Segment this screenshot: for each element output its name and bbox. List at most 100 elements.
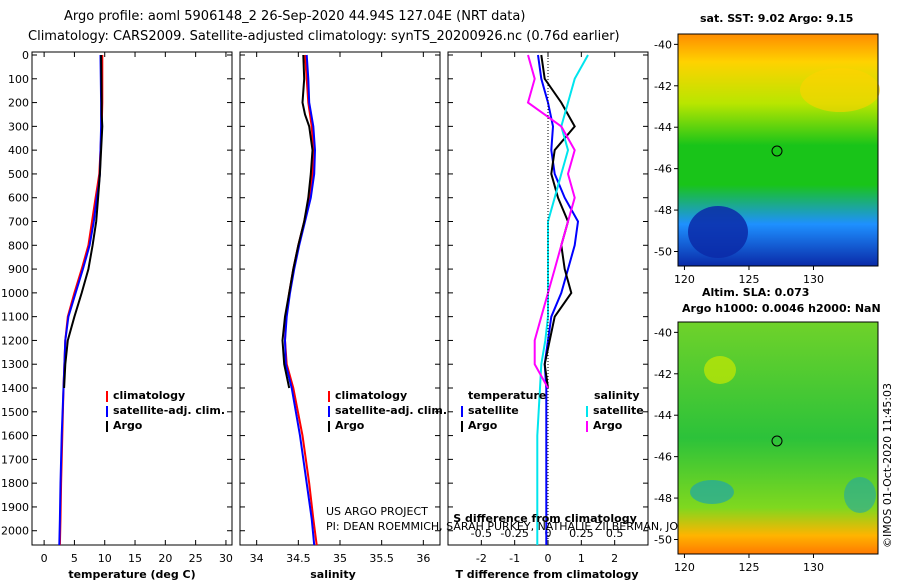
temperature-series (58, 54, 104, 546)
map-y-tick-label: -40 (654, 38, 672, 51)
x-tick-label: 34 (250, 552, 264, 565)
sst-argo-marker (771, 145, 783, 157)
depth-tick-label: 100 (8, 73, 29, 86)
map-x-tick-label: 120 (674, 561, 695, 574)
map-y-tick-label: -44 (654, 409, 672, 422)
map-y-tick-label: -46 (654, 163, 672, 176)
depth-tick-label: 1800 (1, 477, 29, 490)
depth-tick-label: 2000 (1, 525, 29, 538)
watermark: ©IMOS 01-Oct-2020 11:45:03 (881, 383, 894, 548)
legend-label-argo: Argo (335, 419, 365, 432)
map-y-tick-label: -48 (654, 492, 672, 505)
x-tick-label: 34.5 (286, 552, 311, 565)
salinity-legend: climatology satellite-adj. clim. Argo (328, 389, 447, 432)
depth-tick-label: 0 (22, 49, 29, 62)
depth-tick-label: 900 (8, 263, 29, 276)
x-tick-label: -1 (509, 552, 520, 565)
difference-xlabel: T difference from climatology (455, 568, 638, 580)
sst-cold-patch (688, 206, 748, 258)
depth-tick-label: 1200 (1, 334, 29, 347)
salinity-panel (239, 51, 441, 546)
difference-xlabel-2: S difference from climatology (453, 512, 637, 525)
depth-tick-label: 400 (8, 144, 29, 157)
sla-argo-marker (771, 435, 783, 447)
s-tick-label: 0.25 (569, 527, 594, 540)
map-y-tick-label: -42 (654, 80, 672, 93)
sla-map-axes: 120 125 130 -40 -42 -44 -46 -48 -50 (654, 326, 824, 574)
depth-tick-label: 300 (8, 120, 29, 133)
salinity-xlabel: salinity (310, 568, 356, 580)
x-tick-label: 10 (98, 552, 112, 565)
map-x-tick-label: 125 (738, 561, 759, 574)
difference-series (526, 52, 589, 545)
difference-x-axis: -2 -1 0 1 2 (476, 52, 618, 565)
credit-pis: PI: DEAN ROEMMICH, SARAH PURKEY, NATHALI… (326, 520, 740, 533)
x-tick-label: 35 (333, 552, 347, 565)
legend-label-t-satellite: satellite (468, 404, 519, 417)
depth-axis: 0 100 200 300 400 500 600 700 800 900 1000 1100 1200… (1, 49, 648, 538)
sla-map-frame (677, 321, 879, 555)
x-tick-label: 0 (545, 552, 552, 565)
depth-tick-label: 500 (8, 168, 29, 181)
depth-tick-label: 200 (8, 97, 29, 110)
legend-label-climatology: climatology (335, 389, 407, 402)
depth-tick-label: 1600 (1, 430, 29, 443)
legend-label-s-argo: Argo (593, 419, 623, 432)
map-x-tick-label: 120 (674, 273, 695, 286)
s-tick-label: 0 (545, 527, 552, 540)
difference-s-axis: -0.5 -0.25 0 0.25 0.5 (471, 527, 624, 540)
x-tick-label: -2 (476, 552, 487, 565)
map-x-tick-label: 130 (803, 561, 824, 574)
depth-tick-label: 1900 (1, 501, 29, 514)
series-s-argo (526, 54, 576, 389)
s-tick-label: -0.5 (471, 527, 492, 540)
legend-label-s-satellite: satellite (593, 404, 644, 417)
sst-map-frame (677, 33, 879, 267)
difference-legend: temperature satellite Argo salinity sate… (461, 389, 644, 432)
legend-title-salinity: salinity (594, 389, 640, 402)
x-tick-label: 2 (611, 552, 618, 565)
map-y-tick-label: -44 (654, 121, 672, 134)
temperature-panel (31, 51, 233, 546)
legend-label-satellite: satellite-adj. clim. (113, 404, 225, 417)
map-y-tick-label: -46 (654, 451, 672, 464)
series-t-satellite (537, 54, 580, 545)
temperature-xlabel: temperature (deg C) (68, 568, 195, 580)
legend-label-climatology: climatology (113, 389, 185, 402)
s-tick-label: 0.5 (606, 527, 624, 540)
series-argo (281, 54, 314, 389)
x-tick-label: 30 (219, 552, 233, 565)
depth-tick-label: 1500 (1, 406, 29, 419)
x-tick-label: 25 (189, 552, 203, 565)
sst-warm-patch (800, 68, 880, 112)
legend-label-satellite: satellite-adj. clim. (335, 404, 447, 417)
map-y-tick-label: -40 (654, 326, 672, 339)
x-tick-label: 35.5 (369, 552, 394, 565)
sst-map-axes: 120 125 130 -40 -42 -44 -46 -48 -50 (654, 38, 824, 286)
s-tick-label: -0.25 (500, 527, 528, 540)
map-y-tick-label: -50 (654, 246, 672, 259)
sla-map-title: Altim. SLA: 0.073 (702, 286, 809, 299)
x-tick-label: 15 (128, 552, 142, 565)
sla-map-field (678, 322, 878, 554)
depth-tick-label: 700 (8, 216, 29, 229)
series-climatology (58, 55, 104, 546)
sla-low-patch-2 (844, 477, 876, 513)
sst-map-title: sat. SST: 9.02 Argo: 9.15 (700, 12, 853, 25)
salinity-x-axis: 34 34.5 35 35.5 36 (250, 52, 430, 565)
depth-tick-label: 1400 (1, 382, 29, 395)
x-tick-label: 0 (41, 552, 48, 565)
legend-label-argo: Argo (113, 419, 143, 432)
depth-tick-label: 1100 (1, 311, 29, 324)
sla-low-patch (690, 480, 734, 504)
x-tick-label: 5 (71, 552, 78, 565)
series-argo (63, 54, 104, 389)
x-tick-label: 36 (416, 552, 430, 565)
temperature-legend: climatology satellite-adj. clim. Argo (106, 389, 225, 432)
depth-tick-label: 600 (8, 192, 29, 205)
map-x-tick-label: 130 (803, 273, 824, 286)
x-tick-label: 20 (158, 552, 172, 565)
credit-project: US ARGO PROJECT (326, 505, 428, 518)
x-tick-label: 1 (578, 552, 585, 565)
